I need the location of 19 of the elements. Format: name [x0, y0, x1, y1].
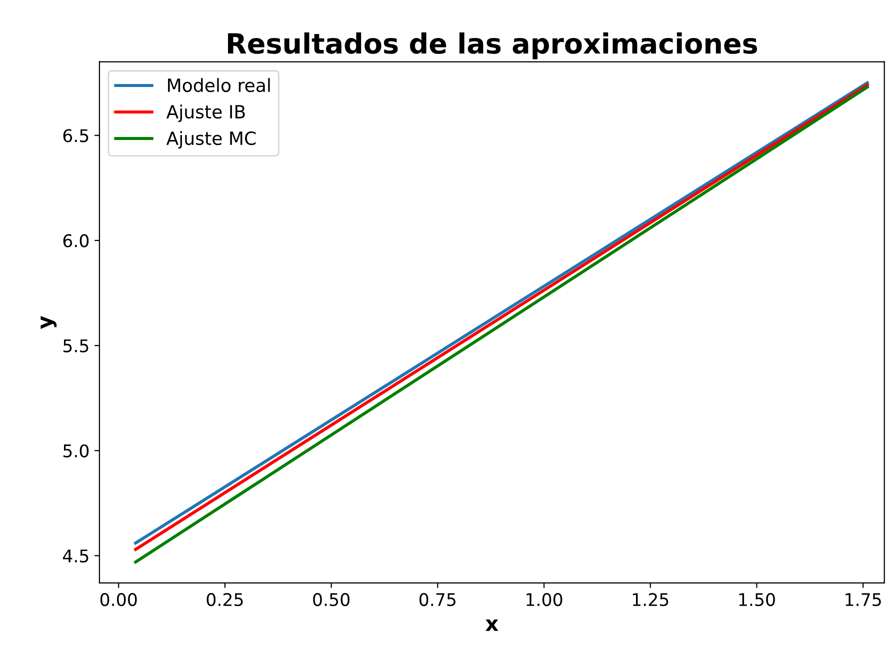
- legend-label: Ajuste MC: [166, 131, 256, 149]
- y-tick-label: 5.0: [63, 444, 89, 458]
- x-tick-label: 1.00: [526, 593, 562, 606]
- x-tick-label: 1.50: [739, 593, 775, 606]
- x-tick-label: 1.25: [632, 593, 668, 606]
- y-tick-label: 6.0: [63, 234, 89, 248]
- legend-label: Ajuste IB: [166, 104, 245, 122]
- x-tick-label: 0.25: [206, 593, 243, 606]
- x-tick-label: 0.50: [313, 593, 350, 606]
- x-tick-label: 0.00: [100, 593, 137, 606]
- x-tick-label: 0.75: [419, 593, 456, 606]
- chart-title: Resultados de las aproximaciones: [228, 32, 758, 60]
- y-axis-title: y: [40, 316, 57, 329]
- y-tick-label: 6.5: [63, 129, 88, 142]
- legend-label: Modelo real: [168, 78, 270, 92]
- y-tick-label: 4.5: [62, 550, 88, 563]
- x-axis-title: x: [486, 620, 498, 631]
- x-tick-label: 1.75: [846, 593, 881, 606]
- y-tick-label: 5.5: [63, 339, 88, 352]
